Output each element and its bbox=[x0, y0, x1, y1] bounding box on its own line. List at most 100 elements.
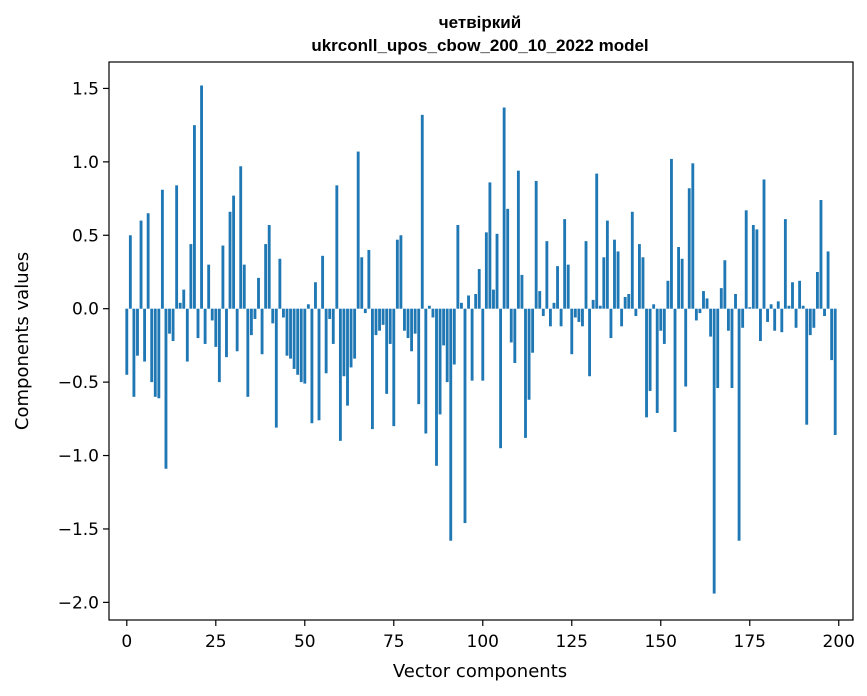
bar bbox=[171, 308, 175, 341]
bar bbox=[335, 185, 339, 309]
bar bbox=[716, 308, 720, 388]
bar bbox=[257, 277, 260, 309]
bar bbox=[595, 173, 599, 309]
bar bbox=[424, 308, 428, 434]
bar bbox=[830, 308, 834, 361]
bar bbox=[581, 308, 584, 327]
bar bbox=[573, 308, 577, 318]
bars-group bbox=[125, 85, 837, 594]
bar bbox=[239, 166, 243, 309]
bar bbox=[513, 308, 517, 364]
x-tick-label: 175 bbox=[734, 632, 766, 652]
bar bbox=[645, 308, 648, 418]
x-tick-label: 150 bbox=[645, 632, 677, 652]
y-tick-label: −2.0 bbox=[58, 593, 99, 613]
bar bbox=[427, 305, 431, 309]
bar bbox=[185, 308, 189, 362]
bar bbox=[616, 251, 620, 309]
y-tick-label: 0.5 bbox=[72, 226, 99, 246]
bar bbox=[406, 308, 410, 339]
y-axis-label: Components values bbox=[12, 252, 33, 430]
bar bbox=[641, 257, 645, 309]
bar bbox=[463, 308, 467, 524]
bar bbox=[374, 308, 378, 336]
bar bbox=[217, 308, 221, 383]
bar bbox=[346, 308, 349, 406]
bar bbox=[395, 239, 399, 309]
bar bbox=[467, 295, 470, 309]
bar bbox=[783, 219, 787, 309]
x-tick-label: 125 bbox=[556, 632, 588, 652]
bar bbox=[292, 308, 296, 369]
bar bbox=[193, 125, 196, 309]
bar bbox=[499, 308, 503, 449]
bar bbox=[228, 211, 232, 309]
bar bbox=[310, 308, 314, 424]
bar bbox=[637, 244, 641, 309]
x-axis-ticks: 0 25 50 75 100 125 150 175 200 bbox=[121, 620, 855, 652]
bar bbox=[516, 170, 520, 309]
bar bbox=[200, 85, 203, 309]
bar bbox=[146, 213, 150, 309]
bar bbox=[520, 274, 524, 309]
bar bbox=[652, 304, 656, 309]
bar bbox=[353, 308, 357, 359]
bar bbox=[474, 294, 478, 309]
y-tick-label: 1.0 bbox=[72, 153, 99, 173]
bar bbox=[776, 301, 780, 309]
bar bbox=[691, 163, 695, 309]
bar bbox=[282, 308, 285, 318]
bar bbox=[417, 308, 421, 405]
bar bbox=[221, 245, 225, 309]
bar bbox=[680, 258, 684, 309]
bar bbox=[442, 308, 446, 346]
bar bbox=[709, 308, 713, 337]
bar bbox=[791, 282, 794, 309]
bar bbox=[267, 224, 271, 309]
bar bbox=[331, 308, 335, 344]
bar bbox=[677, 247, 680, 309]
bar bbox=[670, 158, 673, 309]
bar bbox=[741, 308, 745, 328]
y-tick-label: −0.5 bbox=[58, 373, 99, 393]
bar bbox=[673, 308, 677, 433]
bar bbox=[363, 308, 367, 314]
bar bbox=[164, 308, 168, 469]
bar bbox=[481, 308, 485, 381]
bar bbox=[509, 308, 513, 343]
bar bbox=[630, 211, 634, 309]
bar bbox=[445, 308, 449, 383]
bar bbox=[819, 200, 823, 309]
bar bbox=[349, 308, 353, 368]
bar bbox=[278, 258, 282, 309]
bar bbox=[566, 264, 570, 309]
bar bbox=[235, 308, 239, 352]
y-tick-label: −1.0 bbox=[58, 447, 99, 467]
bar bbox=[128, 235, 132, 309]
bar bbox=[150, 308, 154, 383]
bar bbox=[342, 308, 346, 377]
bar bbox=[492, 289, 495, 309]
bar bbox=[242, 264, 246, 309]
bar bbox=[759, 308, 762, 341]
bar bbox=[435, 308, 438, 466]
bar bbox=[684, 308, 688, 387]
bar bbox=[207, 264, 211, 309]
bar bbox=[324, 308, 328, 374]
bar bbox=[602, 257, 606, 309]
x-tick-label: 75 bbox=[383, 632, 405, 652]
bar bbox=[531, 308, 535, 353]
bar bbox=[719, 288, 723, 309]
bar bbox=[748, 307, 752, 309]
bar bbox=[438, 308, 442, 415]
bar bbox=[787, 305, 791, 309]
plot-frame bbox=[108, 61, 854, 621]
bar bbox=[659, 308, 663, 331]
bar bbox=[399, 235, 403, 309]
bar bbox=[314, 282, 317, 309]
bar bbox=[132, 308, 136, 397]
bar bbox=[623, 296, 627, 309]
bar bbox=[662, 308, 666, 344]
bar bbox=[456, 224, 460, 309]
